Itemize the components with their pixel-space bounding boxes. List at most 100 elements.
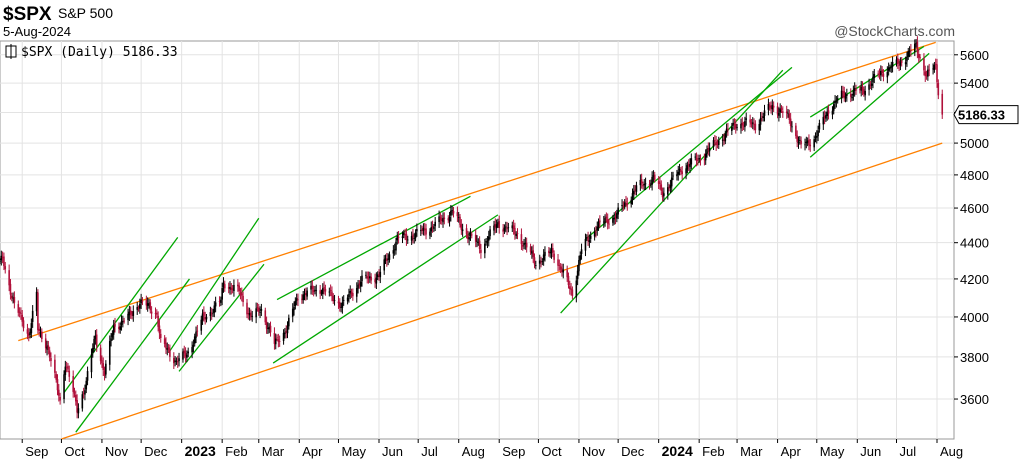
candle-body xyxy=(256,307,259,308)
candle-body xyxy=(925,74,928,76)
candle-body xyxy=(112,324,115,335)
candle-body xyxy=(853,88,856,91)
candle-body xyxy=(680,170,682,173)
candle-body xyxy=(324,288,327,292)
candle-body xyxy=(494,224,497,228)
candle-body xyxy=(297,299,299,301)
candle-body xyxy=(277,339,280,342)
candle-body xyxy=(558,265,561,266)
candle-body xyxy=(559,266,562,270)
candle-body xyxy=(91,348,94,353)
candle-body xyxy=(111,333,114,338)
candle-body xyxy=(85,380,88,390)
candle-body xyxy=(68,370,71,377)
candle-body xyxy=(749,119,751,123)
candle-body xyxy=(410,235,413,241)
candle-body xyxy=(348,294,350,298)
trendline-green xyxy=(276,195,471,301)
x-tick-label: Apr xyxy=(781,444,802,459)
x-tick-label: May xyxy=(820,444,845,459)
candle-body xyxy=(761,116,763,118)
candle-body xyxy=(724,133,727,142)
candle-body xyxy=(158,325,161,334)
candle-body xyxy=(370,276,372,281)
candle-body xyxy=(660,184,663,191)
candle-body xyxy=(734,123,737,129)
candle-body xyxy=(387,258,389,260)
candle-body xyxy=(575,280,578,298)
candle-body xyxy=(122,320,124,323)
candle-body xyxy=(843,91,846,98)
candle-body xyxy=(625,201,627,203)
candle-body xyxy=(123,320,125,322)
candle-body xyxy=(103,371,106,376)
candle-body xyxy=(744,121,746,128)
candle-body xyxy=(809,144,812,147)
candle-body xyxy=(908,51,911,53)
candle-body xyxy=(562,269,565,273)
candle-body xyxy=(310,285,312,290)
candle-body xyxy=(800,140,802,145)
candle-body xyxy=(175,361,178,362)
candle-body xyxy=(678,168,681,171)
grid xyxy=(0,41,954,439)
candle-body xyxy=(204,316,206,320)
candle-body xyxy=(733,123,736,125)
trendline-green xyxy=(809,45,925,118)
candle-body xyxy=(294,300,297,307)
x-tick-year-label: 2023 xyxy=(185,443,216,459)
candle-body xyxy=(524,242,527,244)
candle-body xyxy=(913,43,916,52)
candle-body xyxy=(72,376,74,392)
candle-body xyxy=(762,116,764,119)
candle-body xyxy=(855,88,857,91)
candle-body xyxy=(223,284,226,289)
candle-body xyxy=(63,374,65,400)
candle-body xyxy=(230,287,233,290)
candle-body xyxy=(933,64,936,70)
candle-body xyxy=(770,106,772,109)
candle-body xyxy=(723,138,725,140)
candle-body xyxy=(291,308,294,317)
candle-body xyxy=(708,147,711,152)
candle-body xyxy=(511,225,514,229)
candle-body xyxy=(716,143,719,145)
candle-body xyxy=(81,394,84,409)
candle-body xyxy=(210,313,213,315)
candle-body xyxy=(8,270,10,286)
candle-body xyxy=(187,351,189,354)
candle-body xyxy=(467,234,469,239)
candle-body xyxy=(791,126,793,128)
candle-body xyxy=(156,312,158,315)
candle-body xyxy=(604,218,606,223)
candle-body xyxy=(842,91,844,93)
candle-body xyxy=(429,231,431,236)
candle-body xyxy=(840,90,843,99)
candle-body xyxy=(331,291,333,297)
candle-body xyxy=(355,288,358,297)
candle-body xyxy=(826,111,829,116)
candle-body xyxy=(341,302,344,308)
candle-body xyxy=(384,258,387,261)
candle-body xyxy=(37,292,39,331)
candle-body xyxy=(247,313,250,314)
candle-body xyxy=(779,108,781,113)
candle-body xyxy=(721,139,724,141)
candle-body xyxy=(374,279,376,283)
candle-body xyxy=(480,249,482,253)
candle-body xyxy=(576,270,579,280)
candle-body xyxy=(105,363,107,375)
x-tick-label: Dec xyxy=(621,444,645,459)
candle-body xyxy=(553,253,555,260)
candle-body xyxy=(588,240,591,243)
candle-body xyxy=(872,76,874,83)
candle-body xyxy=(835,101,838,103)
candle-body xyxy=(676,174,678,177)
candle-body xyxy=(630,199,633,205)
candle-body xyxy=(652,175,655,177)
candle-body xyxy=(302,294,304,301)
candle-body xyxy=(169,349,171,357)
candle-body xyxy=(293,306,295,311)
candle-body xyxy=(41,331,43,340)
candle-body xyxy=(342,300,345,301)
